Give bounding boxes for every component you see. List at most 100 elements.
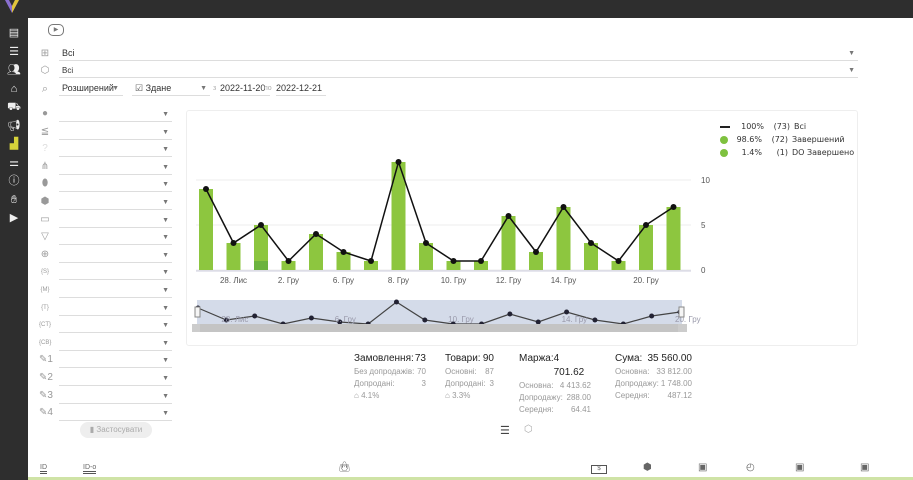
list-icon[interactable]: ☰ — [9, 45, 19, 58]
box-icon[interactable]: ⬢ — [643, 462, 652, 473]
status-select[interactable]: ☑ Здане ▼ — [132, 82, 210, 96]
bar[interactable] — [529, 252, 543, 270]
date-to-input[interactable]: 2022-12-21 — [276, 82, 326, 96]
date-from-input[interactable]: 2022-11-20 — [220, 82, 270, 96]
bar[interactable] — [281, 261, 296, 270]
bar[interactable] — [364, 261, 378, 270]
bar[interactable] — [309, 234, 323, 270]
cart-icon[interactable]: ⛟ — [7, 101, 21, 113]
line-point[interactable] — [588, 240, 594, 246]
navigator-handle-right[interactable] — [678, 306, 685, 318]
filter-select[interactable]: ▼ — [59, 196, 172, 210]
line-point[interactable] — [395, 159, 402, 165]
bar[interactable] — [419, 243, 433, 270]
line-point[interactable] — [478, 258, 484, 264]
calendar-lock-icon[interactable]: ▣ — [795, 462, 805, 473]
filter-select[interactable]: ▼ — [59, 337, 172, 351]
product-select[interactable]: Всі ▼ — [59, 64, 858, 78]
filter-select[interactable]: ▼ — [59, 249, 172, 263]
money-icon[interactable]: $ — [591, 465, 607, 474]
filter-select[interactable]: ▼ — [59, 143, 172, 158]
filter-select[interactable]: ▼ — [59, 214, 172, 228]
line-point[interactable] — [615, 258, 622, 264]
bar[interactable] — [226, 243, 241, 270]
filter-select[interactable]: ▼ — [59, 178, 172, 193]
line-point[interactable] — [258, 222, 264, 228]
line-point[interactable] — [203, 186, 209, 192]
filter-select[interactable]: ▼ — [59, 319, 172, 334]
analytics-icon[interactable]: ▟ — [9, 138, 19, 150]
calendar-icon[interactable]: ▣ — [698, 462, 708, 473]
apply-button[interactable]: ▮ Застосувати — [80, 422, 152, 438]
line-point[interactable] — [368, 258, 374, 264]
dashboard-icon[interactable]: ▤ — [8, 27, 20, 39]
bar[interactable] — [336, 252, 351, 270]
id-sort-button[interactable]: ID — [40, 464, 47, 474]
bar[interactable] — [391, 162, 406, 270]
bar-do[interactable] — [254, 261, 268, 270]
line-point[interactable] — [643, 222, 649, 228]
filter-select[interactable]: ▼ — [59, 354, 172, 369]
filter-select[interactable]: ▼ — [59, 407, 172, 422]
line-point[interactable] — [230, 240, 237, 246]
bag-icon[interactable]: 👜︎ — [338, 462, 351, 473]
pen-4-icon: ✎4 — [39, 407, 53, 419]
id-o-sort-button[interactable]: ID-o — [83, 464, 97, 474]
chevron-down-icon: ▼ — [162, 375, 169, 382]
search-mode-select[interactable]: Розширений ▼ — [59, 82, 123, 96]
list-view-icon[interactable]: ☰ — [500, 425, 510, 437]
bar[interactable] — [666, 207, 681, 270]
line-point[interactable] — [423, 240, 429, 246]
line-point[interactable] — [340, 249, 347, 255]
tree-select[interactable]: Всі ▼ — [59, 47, 858, 61]
bar[interactable] — [556, 207, 571, 270]
line-point[interactable] — [285, 258, 292, 264]
pen-2-icon: ✎2 — [39, 372, 53, 383]
calendar-edit-icon[interactable]: ▣ — [860, 462, 870, 473]
line-point[interactable] — [670, 204, 677, 210]
filter-select[interactable]: ▼ — [59, 390, 172, 404]
legend-item[interactable]: 100% (73) Всі — [720, 120, 854, 133]
filter-select[interactable]: ▼ — [59, 266, 172, 281]
stats-block: Сума: 35 560.00 Основна: 33 812.00 Допродажу… — [615, 353, 692, 400]
app-logo[interactable] — [4, 0, 20, 14]
filter-select[interactable]: ▼ — [59, 231, 172, 246]
bar[interactable] — [254, 225, 268, 270]
video-icon[interactable]: ▶ — [9, 212, 19, 224]
filter-select[interactable]: ▼ — [59, 284, 172, 298]
bar[interactable] — [584, 243, 598, 270]
box-view-icon[interactable]: ⬡ — [524, 424, 533, 435]
navigator-point — [592, 317, 598, 323]
bar[interactable] — [474, 261, 488, 270]
navigator-handle-left[interactable] — [194, 306, 201, 318]
filter-select[interactable]: ▼ — [59, 372, 172, 386]
filter-select[interactable]: ▼ — [59, 126, 172, 140]
video-help-icon[interactable]: ▶ — [48, 24, 64, 36]
line-point[interactable] — [505, 213, 512, 219]
scrollbar-thumb[interactable] — [200, 324, 678, 332]
navigator-point — [252, 313, 258, 319]
chart-panel: 0 5 10 28. Лис 2. Гру 6. Гру 8. Гру 10. Гру 12. … — [186, 110, 858, 346]
bar[interactable] — [611, 261, 626, 270]
legend-item[interactable]: 1.4% (1) DO Завершено — [720, 146, 854, 159]
handshake-icon[interactable]: ✋︎ — [10, 193, 18, 206]
legend-item[interactable]: 98.6% (72) Завершений — [720, 133, 854, 146]
filter-select[interactable]: ▼ — [59, 161, 172, 175]
bar[interactable] — [501, 216, 516, 270]
sliders-icon[interactable]: ⚌ — [9, 156, 19, 169]
filter-select[interactable]: ▼ — [59, 108, 172, 122]
warehouse-icon[interactable]: ⌂ — [10, 82, 18, 95]
bar[interactable] — [446, 261, 461, 270]
bar[interactable] — [199, 189, 213, 270]
users-icon[interactable]: 👥︎ — [7, 64, 21, 76]
info-icon[interactable]: ⓘ — [8, 175, 20, 187]
y-tick-label: 0 — [701, 266, 706, 275]
line-point[interactable] — [533, 249, 539, 255]
filter-select[interactable]: ▼ — [59, 302, 172, 316]
line-point[interactable] — [450, 258, 457, 264]
bar[interactable] — [639, 225, 653, 270]
line-point[interactable] — [560, 204, 567, 210]
timer-icon[interactable]: ◴ — [746, 462, 755, 473]
line-point[interactable] — [313, 231, 319, 237]
megaphone-icon[interactable]: 📢︎ — [7, 119, 21, 132]
